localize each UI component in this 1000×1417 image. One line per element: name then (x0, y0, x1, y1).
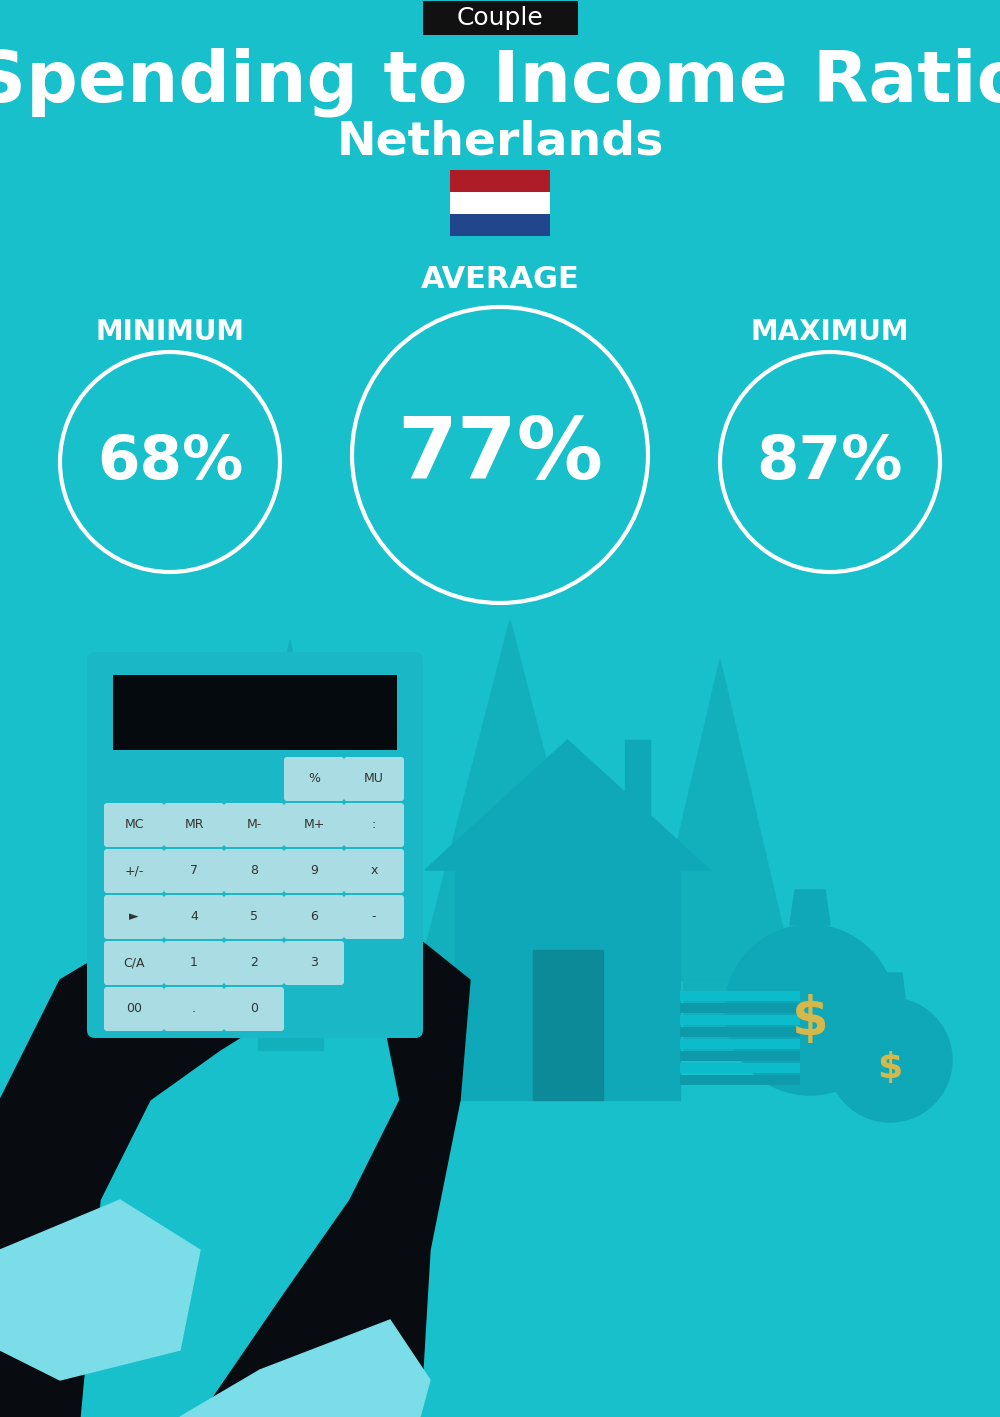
Text: C/A: C/A (123, 956, 145, 969)
Polygon shape (645, 660, 795, 981)
Text: M+: M+ (303, 819, 325, 832)
FancyBboxPatch shape (113, 674, 397, 750)
Text: ►: ► (129, 911, 139, 924)
FancyBboxPatch shape (680, 1076, 800, 1085)
FancyBboxPatch shape (450, 170, 550, 191)
Polygon shape (225, 968, 355, 1050)
FancyBboxPatch shape (224, 849, 284, 893)
Polygon shape (200, 939, 470, 1417)
Polygon shape (415, 621, 605, 988)
Text: MAXIMUM: MAXIMUM (751, 317, 909, 346)
Polygon shape (532, 949, 602, 1100)
Polygon shape (625, 740, 650, 840)
Polygon shape (455, 870, 680, 1100)
FancyBboxPatch shape (104, 849, 164, 893)
Text: $: $ (877, 1051, 903, 1085)
FancyBboxPatch shape (224, 896, 284, 939)
Text: 00: 00 (126, 1002, 142, 1016)
FancyBboxPatch shape (224, 803, 284, 847)
Text: 5: 5 (250, 911, 258, 924)
Polygon shape (415, 988, 605, 1080)
Text: Couple: Couple (457, 6, 543, 30)
FancyBboxPatch shape (680, 990, 800, 1000)
FancyBboxPatch shape (680, 1063, 800, 1073)
FancyBboxPatch shape (224, 988, 284, 1032)
FancyBboxPatch shape (224, 941, 284, 985)
Polygon shape (225, 640, 355, 968)
FancyBboxPatch shape (422, 1, 578, 35)
FancyBboxPatch shape (164, 988, 224, 1032)
Text: AVERAGE: AVERAGE (421, 265, 579, 293)
Text: 9: 9 (310, 864, 318, 877)
Polygon shape (790, 890, 830, 925)
Text: 7: 7 (190, 864, 198, 877)
Text: Spending to Income Ratio: Spending to Income Ratio (0, 47, 1000, 116)
FancyBboxPatch shape (104, 803, 164, 847)
Text: M-: M- (246, 819, 262, 832)
Text: 68%: 68% (97, 432, 243, 492)
FancyBboxPatch shape (680, 1003, 800, 1013)
FancyBboxPatch shape (450, 191, 550, 214)
FancyBboxPatch shape (680, 1015, 800, 1024)
Text: 4: 4 (190, 911, 198, 924)
Text: :: : (372, 819, 376, 832)
FancyBboxPatch shape (344, 803, 404, 847)
Polygon shape (645, 981, 795, 1060)
Text: 8: 8 (250, 864, 258, 877)
Polygon shape (425, 740, 710, 870)
Text: MC: MC (124, 819, 144, 832)
FancyBboxPatch shape (284, 849, 344, 893)
Circle shape (725, 925, 895, 1095)
Polygon shape (180, 1321, 430, 1417)
FancyBboxPatch shape (450, 214, 550, 237)
FancyBboxPatch shape (344, 849, 404, 893)
Text: 2: 2 (250, 956, 258, 969)
FancyBboxPatch shape (164, 941, 224, 985)
FancyBboxPatch shape (284, 757, 344, 801)
Text: MINIMUM: MINIMUM (96, 317, 244, 346)
FancyBboxPatch shape (680, 1027, 800, 1037)
Text: .: . (192, 1002, 196, 1016)
Text: 87%: 87% (757, 432, 903, 492)
Polygon shape (0, 1200, 200, 1380)
Text: Netherlands: Netherlands (336, 119, 664, 164)
Text: +/-: +/- (124, 864, 144, 877)
FancyBboxPatch shape (344, 896, 404, 939)
FancyBboxPatch shape (104, 941, 164, 985)
Text: $: $ (792, 993, 828, 1046)
FancyBboxPatch shape (164, 803, 224, 847)
Text: 77%: 77% (397, 414, 603, 496)
Text: -: - (372, 911, 376, 924)
Text: 3: 3 (310, 956, 318, 969)
FancyBboxPatch shape (284, 803, 344, 847)
Text: x: x (370, 864, 378, 877)
Text: %: % (308, 772, 320, 785)
FancyBboxPatch shape (284, 896, 344, 939)
FancyBboxPatch shape (344, 757, 404, 801)
Text: 6: 6 (310, 911, 318, 924)
FancyBboxPatch shape (104, 988, 164, 1032)
Text: 0: 0 (250, 1002, 258, 1016)
Text: MR: MR (184, 819, 204, 832)
FancyBboxPatch shape (87, 652, 423, 1039)
Text: 1: 1 (190, 956, 198, 969)
Polygon shape (0, 870, 310, 1417)
FancyBboxPatch shape (680, 1051, 800, 1061)
FancyBboxPatch shape (164, 849, 224, 893)
Text: MU: MU (364, 772, 384, 785)
FancyBboxPatch shape (104, 896, 164, 939)
FancyBboxPatch shape (680, 1039, 800, 1049)
Polygon shape (875, 973, 905, 998)
FancyBboxPatch shape (284, 941, 344, 985)
FancyBboxPatch shape (164, 896, 224, 939)
Circle shape (828, 998, 952, 1122)
